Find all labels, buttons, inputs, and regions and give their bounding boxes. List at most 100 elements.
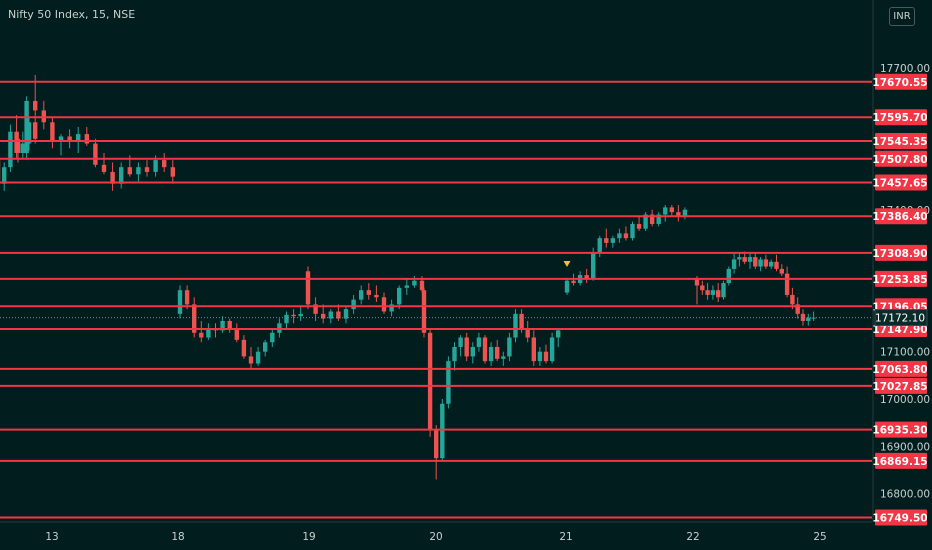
candle-body	[531, 337, 536, 362]
candle-body	[421, 290, 427, 333]
currency-button[interactable]: INR	[889, 7, 915, 26]
x-tick-label: 13	[45, 531, 58, 543]
candle-body	[476, 337, 482, 347]
candle-body	[343, 309, 349, 319]
candle-body	[2, 167, 7, 184]
candle-body	[774, 261, 779, 269]
candle-body	[162, 160, 167, 168]
candle-body	[446, 361, 451, 404]
x-tick-label: 21	[559, 531, 572, 543]
candle-body	[747, 257, 753, 262]
candle-body	[643, 214, 648, 229]
candle-body	[192, 304, 197, 333]
candle-body	[33, 122, 38, 139]
candle-body	[610, 238, 616, 243]
candle-body	[227, 320, 232, 329]
candle-body	[742, 257, 747, 262]
candle-body	[241, 339, 247, 357]
candle-body	[726, 268, 731, 284]
candle-body	[336, 311, 341, 319]
candle-body	[381, 297, 387, 312]
candle-body	[556, 330, 561, 338]
candle-body	[630, 223, 635, 239]
candle-body	[93, 143, 98, 165]
level-price-tag	[875, 150, 927, 167]
candle-body	[795, 304, 800, 314]
candle-body	[419, 280, 425, 291]
candle-body	[800, 313, 806, 321]
candle-body	[389, 304, 394, 312]
candle-body	[656, 214, 661, 224]
candle-body	[328, 311, 333, 319]
candle-body	[705, 290, 710, 295]
candle-body	[58, 136, 64, 142]
x-tick-label: 19	[302, 531, 315, 543]
current-price-label: 17172.10	[875, 313, 925, 325]
candle-body	[519, 313, 524, 329]
candle-body	[452, 346, 457, 362]
x-tick-label: 20	[429, 531, 442, 543]
candle-body	[127, 167, 132, 175]
candle-body	[434, 429, 439, 459]
level-price-tag	[875, 109, 927, 126]
level-price-tag	[875, 377, 927, 394]
candle-body	[571, 280, 576, 284]
y-tick-label: 17100.00	[880, 347, 930, 359]
candle-body	[119, 167, 124, 184]
level-price-tag	[875, 509, 927, 526]
level-price-label: 17386.40	[872, 211, 927, 223]
candle-body	[769, 261, 774, 267]
candle-body	[597, 238, 602, 253]
candle-body	[305, 271, 311, 305]
level-price-tag	[875, 421, 927, 438]
candle-body	[284, 314, 289, 324]
candle-body	[495, 346, 500, 359]
y-tick-label: 17700.00	[880, 63, 930, 75]
candle-body	[67, 136, 72, 142]
candle-body	[513, 313, 518, 338]
candle-body	[84, 134, 89, 144]
candle-body	[623, 233, 629, 239]
y-tick-label: 17000.00	[880, 394, 930, 406]
candle-body	[470, 346, 475, 357]
candle-body	[806, 317, 811, 321]
x-tick-label: 18	[171, 531, 184, 543]
level-price-label: 17063.80	[872, 364, 927, 376]
level-price-label: 16869.15	[872, 456, 927, 468]
candle-body	[374, 294, 379, 298]
candle-body	[549, 337, 555, 362]
level-price-tag	[875, 73, 927, 90]
candle-body	[110, 171, 115, 184]
candle-body	[412, 280, 417, 286]
level-price-label: 17147.90	[872, 324, 927, 336]
level-price-label: 17253.85	[872, 274, 927, 286]
candle-body	[15, 138, 21, 153]
level-price-label: 16935.30	[872, 425, 927, 437]
candle-body	[682, 209, 688, 217]
level-price-tag	[875, 174, 927, 191]
candle-body	[270, 332, 275, 343]
level-price-label: 17457.65	[872, 177, 927, 189]
candle-body	[26, 122, 32, 144]
candle-body	[220, 320, 225, 331]
candle-body	[731, 259, 737, 269]
candle-body	[234, 328, 239, 340]
chart-title: Nifty 50 Index, 15, NSE	[8, 8, 136, 21]
candle-body	[790, 294, 795, 305]
candle-body	[313, 304, 318, 314]
level-price-label: 17595.70	[872, 112, 927, 124]
candle-body	[784, 273, 790, 295]
y-tick-label: 16900.00	[880, 441, 930, 453]
candle-body	[136, 167, 141, 175]
candle-body	[199, 332, 204, 338]
candle-body	[779, 268, 784, 274]
candle-body	[811, 317, 816, 319]
candle-body	[617, 233, 622, 239]
level-price-tag	[875, 244, 927, 261]
x-tick-label: 25	[813, 531, 826, 543]
signal-marker-icon	[563, 261, 571, 268]
level-price-tag	[875, 133, 927, 150]
candle-body	[404, 285, 409, 288]
candle-body	[366, 290, 371, 295]
